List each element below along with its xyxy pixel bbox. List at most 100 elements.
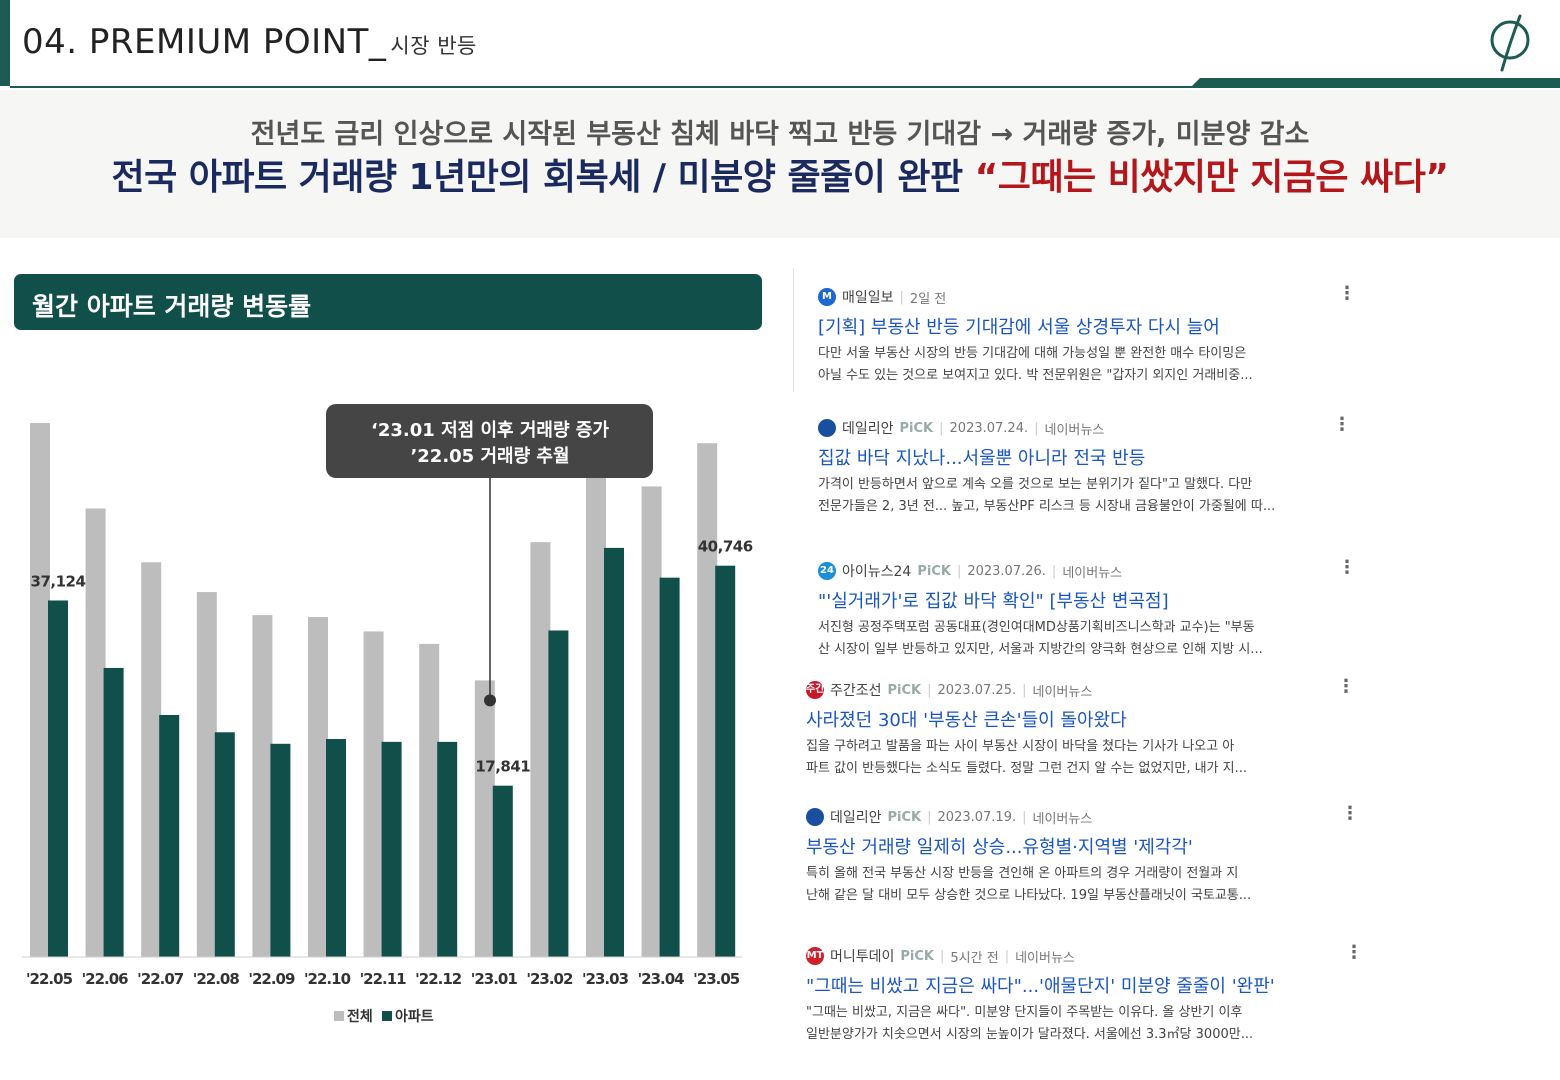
news-date: 2023.07.19. bbox=[937, 809, 1017, 825]
news-snippet-line: 일반분양가가 치솟으면서 시장의 눈높이가 달라졌다. 서울에선 3.3㎡당 3… bbox=[806, 1027, 1254, 1042]
header-divider bbox=[10, 86, 1200, 88]
x-tick-label: '22.08 bbox=[193, 970, 240, 988]
x-tick-label: '22.11 bbox=[360, 970, 407, 988]
more-options-icon[interactable]: ⋮ bbox=[1338, 557, 1356, 578]
news-portal-link[interactable]: 네이버뉴스 bbox=[1032, 684, 1093, 700]
bar-total bbox=[85, 508, 106, 957]
meta-separator: | bbox=[956, 563, 962, 579]
bar-total bbox=[363, 631, 384, 957]
news-source-icon bbox=[806, 808, 824, 826]
banner-headline: 전국 아파트 거래량 1년만의 회복세 / 미분양 줄줄이 완판 “그때는 비쌌… bbox=[0, 148, 1560, 200]
meta-separator: | bbox=[1004, 948, 1010, 964]
bar-total bbox=[196, 592, 217, 957]
bar-apartment bbox=[326, 739, 346, 957]
headline-banner bbox=[0, 90, 1560, 238]
news-snippet-line: 가격이 반등하면서 앞으로 계속 오를 것으로 보는 분위기가 짙다"고 말했다… bbox=[818, 477, 1253, 492]
banner-headline-quote: “그때는 비쌌지만 지금은 싸다” bbox=[974, 157, 1449, 198]
bar-apartment bbox=[715, 565, 736, 957]
news-title-link[interactable]: [기획] 부동산 반등 기대감에 서울 상경투자 다시 늘어 bbox=[818, 317, 1220, 338]
news-meta: 주간 주간조선 PiCK | 2023.07.25. | 네이버뉴스 bbox=[806, 678, 1092, 702]
news-date: 2023.07.26. bbox=[967, 563, 1046, 579]
news-snippet-line: 다만 서울 부동산 시장의 반등 기대감에 대해 가능성일 뿐 완전한 매수 타… bbox=[818, 346, 1247, 361]
news-title-link[interactable]: 사라졌던 30대 '부동산 큰손'들이 돌아왔다 bbox=[806, 710, 1127, 731]
x-tick-label: '22.05 bbox=[26, 970, 73, 988]
meta-separator: | bbox=[1051, 563, 1057, 579]
meta-separator: | bbox=[1022, 809, 1027, 825]
news-source-name[interactable]: 머니투데이 bbox=[830, 949, 895, 965]
bar-total bbox=[30, 423, 50, 957]
bar-total bbox=[419, 643, 440, 957]
legend-label: 전체 bbox=[347, 1008, 373, 1025]
banner-headline-main: 전국 아파트 거래량 1년만의 회복세 / 미분양 줄줄이 완판 bbox=[111, 157, 975, 198]
x-tick-label: '22.07 bbox=[137, 970, 184, 988]
news-source-name[interactable]: 아이뉴스24 bbox=[842, 564, 912, 580]
news-pick-badge: PiCK bbox=[887, 682, 922, 698]
news-title-link[interactable]: 집값 바닥 지났나...서울뿐 아니라 전국 반등 bbox=[818, 448, 1146, 469]
news-title-link[interactable]: 부동산 거래량 일제히 상승...유형별·지역별 '제각각' bbox=[806, 837, 1193, 858]
annotation-line-1: ‘23.01 저점 이후 거래량 증가 bbox=[371, 420, 609, 441]
meta-separator: | bbox=[927, 682, 932, 698]
chart-heading-bar: 월간 아파트 거래량 변동률 bbox=[14, 274, 762, 330]
bar-total bbox=[586, 459, 606, 957]
news-source-icon bbox=[818, 419, 836, 437]
news-meta: 24 아이뉴스24 PiCK | 2023.07.26. | 네이버뉴스 bbox=[818, 559, 1122, 583]
news-portal-link[interactable]: 네이버뉴스 bbox=[1015, 950, 1075, 966]
news-snippet-line: 전문가들은 2, 3년 전... 높고, 부동산PF 리스크 등 시장내 금융불… bbox=[818, 499, 1276, 514]
news-date: 5시간 전 bbox=[950, 950, 999, 966]
news-title-link[interactable]: "그때는 비쌌고 지금은 싸다"...'애물단지' 미분양 줄줄이 '완판' bbox=[806, 976, 1275, 997]
annotation-marker bbox=[484, 694, 496, 707]
news-snippet-line: 산 시장이 일부 반등하고 있지만, 서울과 지방간의 양극화 현상으로 인해 … bbox=[818, 642, 1263, 657]
data-label: 37,124 bbox=[31, 572, 86, 590]
news-date: 2일 전 bbox=[909, 291, 947, 307]
bar-total bbox=[474, 680, 495, 957]
news-title-link[interactable]: "'실거래가'로 집값 바닥 확인" [부동산 변곡점] bbox=[818, 591, 1169, 612]
news-portal-link[interactable]: 네이버뉴스 bbox=[1032, 811, 1093, 827]
news-portal-link[interactable]: 네이버뉴스 bbox=[1062, 565, 1123, 581]
meta-separator: | bbox=[939, 420, 944, 436]
data-label: 17,841 bbox=[475, 758, 530, 776]
bar-apartment bbox=[659, 577, 680, 957]
news-source-name[interactable]: 데일리안 bbox=[842, 421, 894, 437]
x-tick-label: '23.02 bbox=[526, 970, 573, 988]
brand-logo-icon bbox=[1490, 14, 1530, 72]
news-snippet: 서진형 공정주택포럼 공동대표(경인여대MD상품기획비즈니스학과 교수)는 "부… bbox=[818, 617, 1358, 661]
apartment-transaction-chart: '22.05 '22.06 '22.07 '22.08 '22.09 '22.10 '22.… bbox=[22, 404, 753, 1025]
more-options-icon[interactable]: ⋮ bbox=[1337, 676, 1355, 697]
news-source-name[interactable]: 매일일보 bbox=[842, 290, 894, 306]
bar-total bbox=[697, 443, 718, 957]
news-snippet: 집을 구하려고 발품을 파는 사이 부동산 시장이 바닥을 쳤다는 기사가 나오… bbox=[806, 736, 1346, 780]
page-title-main: 04. PREMIUM POINT_ bbox=[22, 22, 387, 62]
news-snippet: 가격이 반등하면서 앞으로 계속 오를 것으로 보는 분위기가 짙다"고 말했다… bbox=[818, 474, 1358, 518]
news-snippet-line: 아닐 수도 있는 것으로 보여지고 있다. 박 전문위원은 "갑자기 외지인 거… bbox=[818, 368, 1253, 383]
annotation-box bbox=[326, 404, 653, 478]
news-portal-link[interactable]: 네이버뉴스 bbox=[1044, 422, 1105, 438]
x-tick-label: '22.12 bbox=[415, 970, 462, 988]
more-options-icon[interactable]: ⋮ bbox=[1341, 803, 1359, 824]
meta-separator: | bbox=[927, 809, 932, 825]
meta-separator: | bbox=[940, 948, 945, 964]
more-options-icon[interactable]: ⋮ bbox=[1345, 942, 1363, 963]
bar-apartment bbox=[48, 600, 68, 957]
bar-apartment bbox=[604, 547, 624, 957]
more-options-icon[interactable]: ⋮ bbox=[1338, 283, 1356, 304]
news-snippet-line: 파트 값이 반등했다는 소식도 들렸다. 정말 그런 건지 알 수는 없었지만,… bbox=[806, 761, 1248, 776]
meta-separator: | bbox=[1034, 420, 1039, 436]
news-pick-badge: PiCK bbox=[887, 809, 922, 825]
header-accent-bar bbox=[0, 0, 10, 86]
news-source-name[interactable]: 주간조선 bbox=[830, 683, 882, 699]
annotation-line-2: ’22.05 거래량 추월 bbox=[410, 446, 569, 467]
header-slant-decoration bbox=[1190, 78, 1560, 88]
news-pick-badge: PiCK bbox=[899, 420, 934, 436]
news-source-icon: 주간 bbox=[806, 681, 824, 699]
news-snippet-line: "그때는 비쌌고, 지금은 싸다". 미분양 단지들이 주목받는 이유다. 올 … bbox=[806, 1005, 1243, 1020]
bar-apartment bbox=[381, 741, 402, 957]
more-options-icon[interactable]: ⋮ bbox=[1333, 414, 1351, 435]
bar-apartment bbox=[159, 714, 180, 957]
bar-total bbox=[141, 562, 162, 957]
news-snippet: 특히 올해 전국 부동산 시장 반등을 견인해 온 아파트의 경우 거래량이 전… bbox=[806, 863, 1346, 907]
bar-apartment bbox=[214, 732, 235, 957]
chart-heading: 월간 아파트 거래량 변동률 bbox=[32, 292, 312, 321]
news-snippet: "그때는 비쌌고, 지금은 싸다". 미분양 단지들이 주목받는 이유다. 올 … bbox=[806, 1002, 1346, 1046]
news-source-name[interactable]: 데일리안 bbox=[830, 810, 882, 826]
bar-apartment bbox=[103, 667, 124, 957]
